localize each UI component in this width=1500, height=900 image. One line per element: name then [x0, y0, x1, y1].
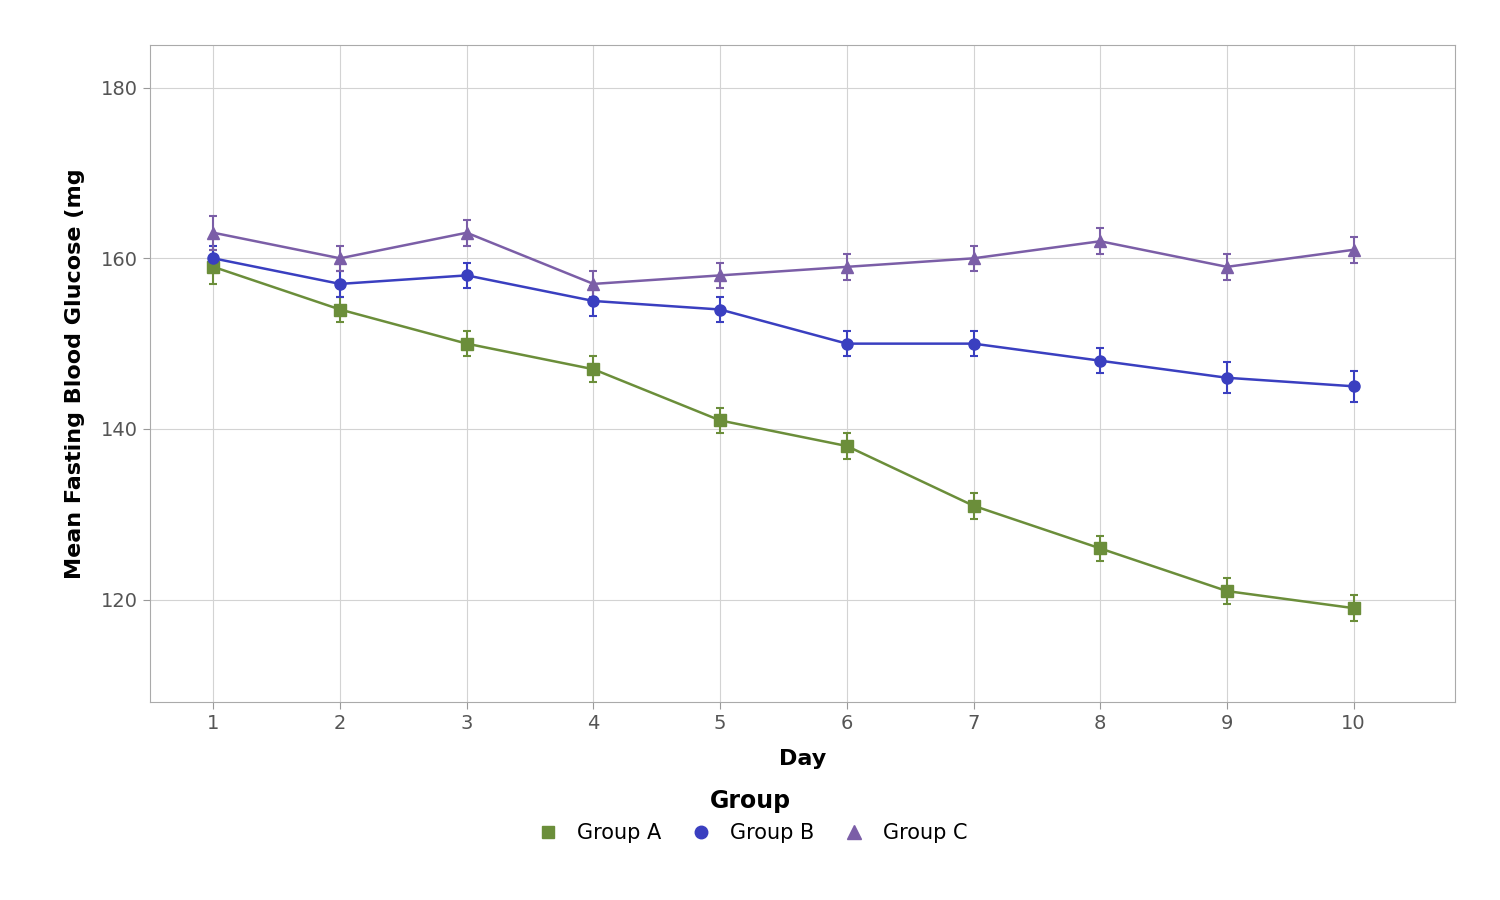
- Legend: Group A, Group B, Group C: Group A, Group B, Group C: [522, 778, 978, 853]
- Y-axis label: Mean Fasting Blood Glucose (mg: Mean Fasting Blood Glucose (mg: [64, 168, 84, 579]
- X-axis label: Day: Day: [778, 750, 826, 770]
